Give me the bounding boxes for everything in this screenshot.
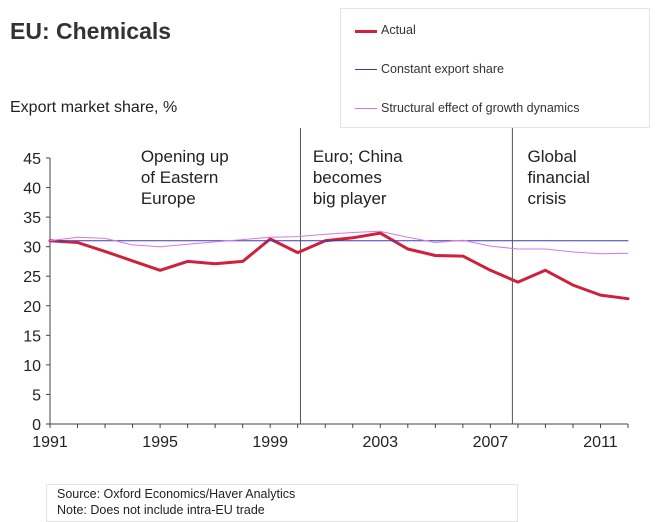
x-tick-label: 2003: [362, 434, 398, 451]
y-tick-label: 45: [23, 151, 41, 168]
y-tick-label: 15: [23, 328, 41, 345]
x-tick-label: 1991: [32, 434, 68, 451]
y-tick-label: 35: [23, 210, 41, 227]
period-annotation: big player: [313, 189, 387, 208]
legend-swatch-constant-export-share: [355, 69, 377, 70]
series-line-structural-effect-of-growth-dynamics: [49, 230, 629, 255]
legend-swatch-structural-effect: [355, 108, 377, 109]
legend-swatch-actual: [355, 30, 377, 33]
period-annotation: Euro; China: [313, 147, 403, 166]
y-tick-label: 30: [23, 240, 41, 257]
chart-title: EU: Chemicals: [10, 18, 172, 44]
period-annotation: becomes: [313, 168, 382, 187]
y-tick-label: 0: [32, 417, 41, 434]
period-annotation: Europe: [141, 189, 196, 208]
series-line-actual: [48, 231, 630, 301]
y-axis-label: Export market share, %: [10, 99, 178, 116]
trade-note: Note: Does not include intra-EU trade: [57, 503, 265, 517]
chart-footer: Source: Oxford Economics/Haver Analytics…: [46, 484, 518, 522]
x-tick-label: 1995: [142, 434, 178, 451]
y-tick-label: 20: [23, 299, 41, 316]
source-note: Source: Oxford Economics/Haver Analytics: [57, 487, 296, 501]
period-annotation: Global: [528, 147, 577, 166]
period-annotation: crisis: [528, 189, 567, 208]
x-tick-label: 2007: [473, 434, 509, 451]
x-tick-label: 2011: [583, 434, 618, 451]
legend-label-constant-export-share: Constant export share: [381, 62, 504, 76]
y-tick-label: 5: [32, 387, 41, 404]
period-annotation: of Eastern: [141, 168, 219, 187]
legend-label-actual: Actual: [381, 23, 416, 37]
legend-label-structural-effect: Structural effect of growth dynamics: [381, 101, 580, 115]
period-annotation: financial: [528, 168, 590, 187]
y-tick-label: 10: [23, 358, 41, 375]
y-tick-label: 40: [23, 181, 41, 198]
y-tick-label: 25: [23, 269, 41, 286]
chart-legend: Actual Constant export share Structural …: [340, 8, 650, 128]
x-tick-label: 1999: [252, 434, 288, 451]
period-annotation: Opening up: [141, 147, 229, 166]
